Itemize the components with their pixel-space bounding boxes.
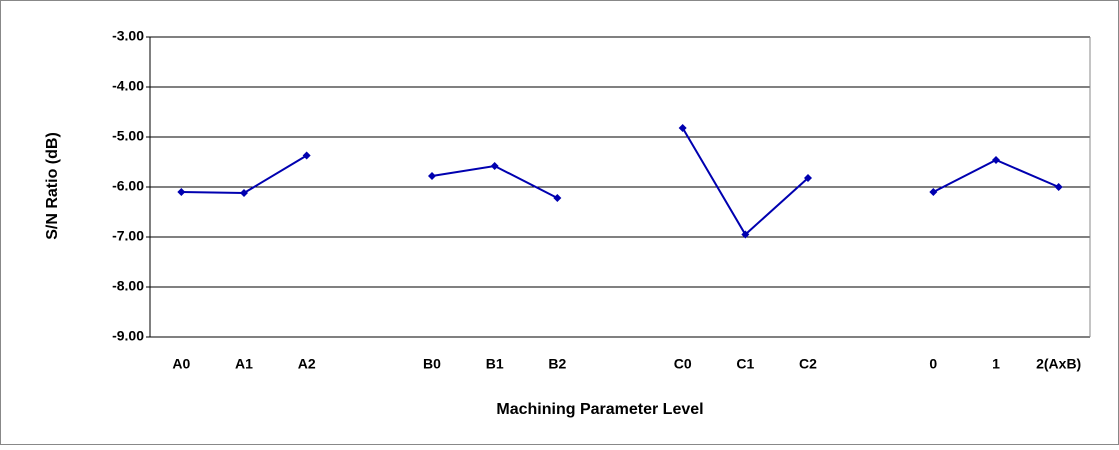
data-marker [240, 189, 248, 197]
x-tick-label: B2 [548, 356, 566, 372]
data-marker [804, 174, 812, 182]
y-axis-label: S/N Ratio (dB) [44, 132, 61, 240]
x-tick-label: C2 [799, 356, 817, 372]
data-marker [992, 156, 1000, 164]
data-marker [929, 188, 938, 196]
y-tick-label: -8.00 [112, 278, 144, 294]
data-marker [490, 162, 499, 170]
data-marker [177, 188, 186, 196]
data-marker [1054, 183, 1063, 191]
data-marker [678, 124, 687, 132]
y-tick-label: -9.00 [112, 328, 144, 344]
y-tick-label: -6.00 [112, 178, 144, 194]
data-marker [741, 230, 750, 239]
y-tick-label: -3.00 [112, 28, 144, 44]
x-tick-label: A1 [235, 356, 253, 372]
x-tick-label: 0 [929, 356, 937, 372]
x-tick-label: 2(AxB) [1036, 356, 1081, 372]
x-tick-label: C1 [736, 356, 754, 372]
data-marker [302, 151, 311, 160]
y-tick-label: -7.00 [112, 228, 144, 244]
x-tick-label: 1 [992, 356, 1000, 372]
y-tick-label: -4.00 [112, 78, 144, 94]
x-tick-label: A0 [172, 356, 190, 372]
y-tick-label: -5.00 [112, 128, 144, 144]
x-tick-label: B1 [486, 356, 504, 372]
data-marker [428, 172, 436, 180]
x-axis-label: Machining Parameter Level [496, 401, 703, 418]
x-tick-label: B0 [423, 356, 441, 372]
x-tick-label: A2 [298, 356, 316, 372]
x-tick-label: C0 [674, 356, 692, 372]
data-marker [553, 194, 562, 202]
